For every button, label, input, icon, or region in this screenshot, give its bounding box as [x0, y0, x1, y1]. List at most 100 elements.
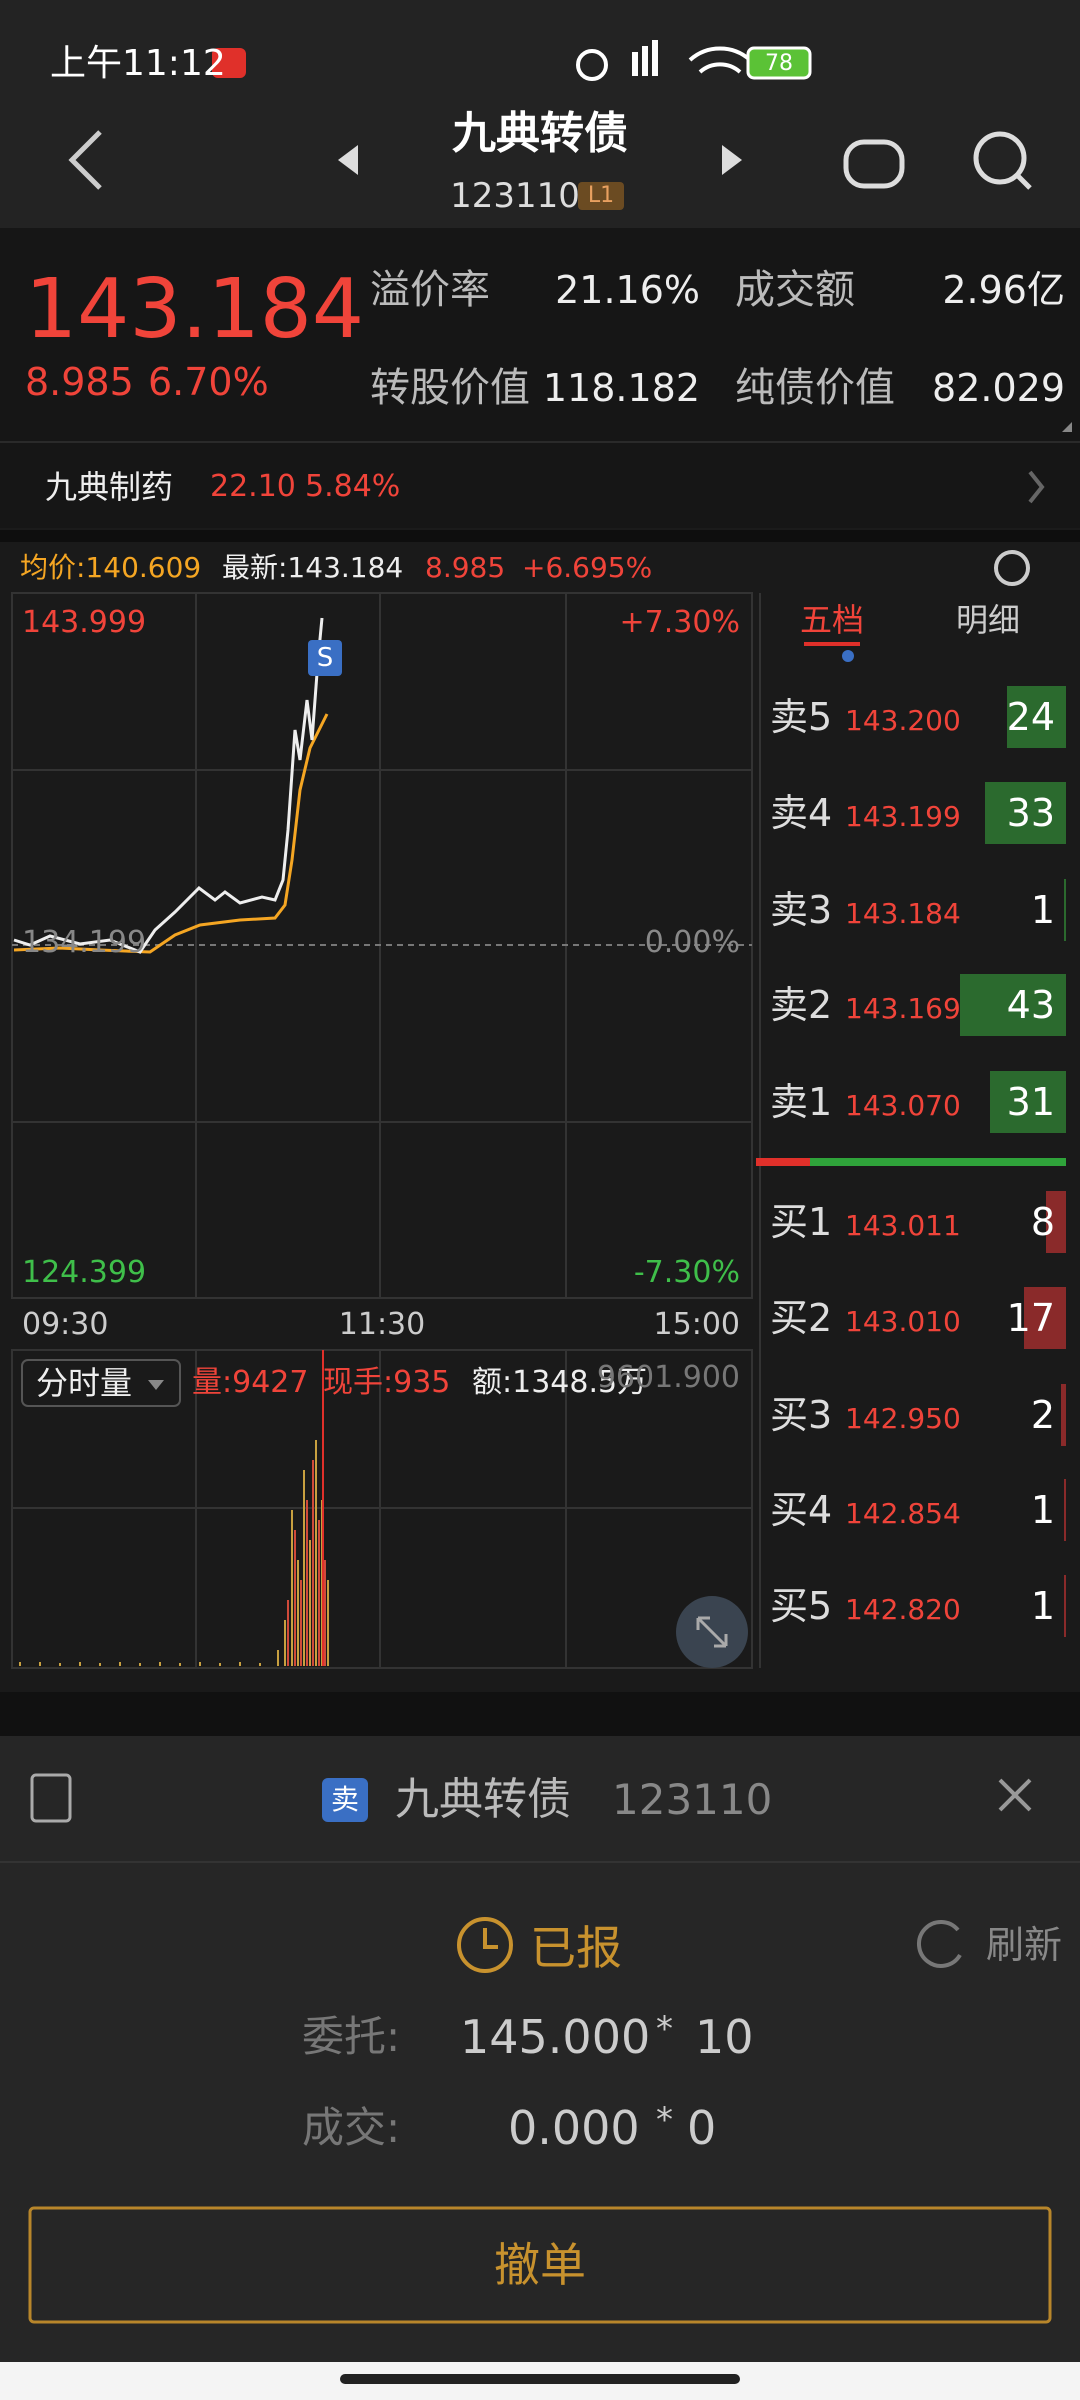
- depth-bar: [1063, 879, 1066, 941]
- chart-panel: [0, 542, 1080, 1692]
- status-icon: [483, 1928, 498, 1949]
- avg-price: 均价:140.609: [20, 551, 202, 584]
- level-price: 143.199: [845, 800, 961, 833]
- robot-icon[interactable]: [843, 139, 905, 189]
- level-qty: 24: [1006, 695, 1055, 739]
- price-grid: [11, 592, 753, 1299]
- row-price: 145.000: [460, 2010, 651, 2064]
- expand-icon: [696, 1616, 728, 1648]
- y-label: 143.999: [22, 605, 147, 640]
- app-icon: [212, 48, 246, 78]
- cancel-label[interactable]: 撤单: [494, 2238, 586, 2292]
- volume-max: 9601.900: [596, 1360, 740, 1395]
- close-icon[interactable]: [998, 1778, 1032, 1812]
- level-label: 买4: [770, 1488, 833, 1532]
- level-qty: 31: [1006, 1080, 1055, 1124]
- x-label: 09:30: [22, 1307, 109, 1342]
- row-label: 成交:: [302, 2103, 401, 2152]
- signal: [642, 46, 648, 76]
- signal: [632, 52, 638, 76]
- depth-bar: [984, 782, 1066, 844]
- dialog: [0, 1736, 1080, 2362]
- stat-value: 2.96亿: [942, 268, 1065, 312]
- stat-value: 82.029: [932, 366, 1065, 410]
- stat-value: 21.16%: [555, 268, 700, 312]
- level-qty: 43: [1006, 983, 1055, 1027]
- level-price: 143.169: [845, 992, 961, 1025]
- security-code: 123110: [450, 176, 580, 216]
- depth-bar: [1046, 1191, 1066, 1253]
- current-volume: 现手:935: [323, 1365, 451, 1400]
- note-icon[interactable]: [30, 1773, 72, 1823]
- volume-mode[interactable]: 分时量: [36, 1364, 133, 1402]
- level-qty: 8: [1030, 1200, 1055, 1244]
- level-label: 卖1: [770, 1080, 833, 1124]
- y-label: 124.399: [22, 1255, 147, 1290]
- level-qty: 33: [1006, 791, 1055, 835]
- underlying-name[interactable]: 九典制药: [45, 468, 174, 506]
- stat-label: 纯债价值: [735, 365, 895, 411]
- back-icon[interactable]: [68, 130, 102, 190]
- latest-price: 最新:143.184: [222, 551, 404, 584]
- order-status: 已报: [530, 1921, 622, 1975]
- volume-bars: [287, 1460, 326, 1666]
- depth-bar: [989, 1071, 1066, 1133]
- cancel-button[interactable]: [28, 2206, 1052, 2324]
- level-label: 买1: [770, 1200, 833, 1244]
- row-qty: 0: [687, 2101, 717, 2155]
- clock: 上午11:12: [50, 43, 226, 84]
- tab[interactable]: 五档: [799, 601, 865, 639]
- change-pct: +6.695%: [522, 551, 653, 584]
- x-label: 15:00: [653, 1307, 740, 1342]
- last-price: 143.184: [25, 262, 365, 357]
- level-qty: 1: [1030, 888, 1055, 932]
- level-label: 买3: [770, 1393, 833, 1437]
- level-badge: L1: [587, 183, 615, 208]
- y-label: 0.00%: [644, 925, 740, 960]
- ratio-bar: [756, 1158, 810, 1166]
- level-qty: 1: [1030, 1488, 1055, 1532]
- side-label: 卖: [330, 1783, 360, 1816]
- corner-mark: [1062, 422, 1072, 432]
- refresh[interactable]: 刷新: [985, 1923, 1062, 1967]
- amount: 额:1348.5万: [472, 1365, 648, 1400]
- level-price: 143.010: [845, 1305, 961, 1338]
- next-icon[interactable]: [722, 145, 742, 175]
- refresh-icon[interactable]: [916, 1919, 962, 1968]
- depth-bar: [1063, 1575, 1066, 1637]
- mode-select[interactable]: [21, 1359, 181, 1407]
- level-price: 143.070: [845, 1089, 961, 1122]
- dropdown-icon: [148, 1380, 164, 1390]
- search-icon[interactable]: [973, 131, 1027, 185]
- row-qty: 10: [695, 2010, 754, 2064]
- chevron[interactable]: [1028, 470, 1045, 504]
- gap: [0, 1692, 1080, 1736]
- price-change-pct: 6.70%: [148, 360, 269, 404]
- change: 8.985: [425, 551, 506, 584]
- prev-icon[interactable]: [338, 145, 358, 175]
- x-label: 11:30: [338, 1307, 426, 1342]
- depth-bar: [1063, 1479, 1066, 1541]
- y-label: +7.30%: [619, 605, 740, 640]
- search-icon: [1015, 173, 1032, 190]
- status-icon: [457, 1917, 513, 1973]
- level-label: 卖3: [770, 888, 833, 932]
- tab[interactable]: 明细: [955, 601, 1021, 639]
- price-change: 8.985: [25, 360, 134, 404]
- level-price: 143.200: [845, 704, 961, 737]
- avg-line: [13, 713, 329, 954]
- tab-underline: [804, 642, 860, 646]
- badge: [578, 182, 624, 210]
- order-name: 九典转债: [395, 1774, 571, 1825]
- settings-icon[interactable]: [994, 550, 1030, 586]
- level-price: 143.184: [845, 897, 961, 930]
- level-label: 卖2: [770, 983, 833, 1027]
- depth-bar: [1006, 686, 1066, 748]
- level-qty: 1: [1030, 1584, 1055, 1628]
- side-badge: [322, 1778, 368, 1822]
- depth-bar: [1061, 1384, 1066, 1446]
- stat-value: 118.182: [542, 366, 700, 410]
- row-sep: *: [656, 2100, 673, 2140]
- underlying-change: 5.84%: [305, 469, 401, 504]
